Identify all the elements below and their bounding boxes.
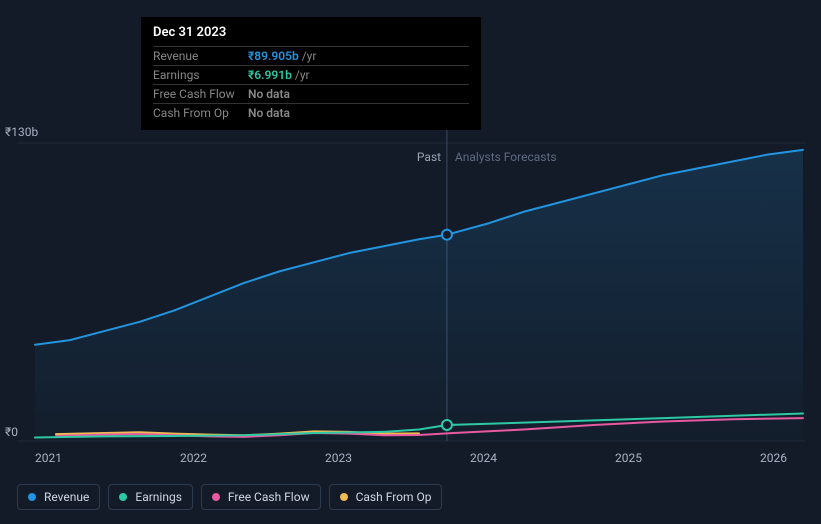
tooltip-row-value: ₹89.905b bbox=[248, 49, 299, 63]
tooltip-row-label: Revenue bbox=[153, 49, 248, 63]
x-axis-labels: 2021 2022 2023 2024 2025 2026 bbox=[17, 451, 805, 465]
chart-tooltip: Dec 31 2023 Revenue₹89.905b/yrEarnings₹6… bbox=[141, 17, 481, 130]
legend-dot-icon bbox=[28, 493, 36, 501]
legend-label: Earnings bbox=[135, 490, 182, 504]
tooltip-date: Dec 31 2023 bbox=[153, 25, 469, 40]
legend-dot-icon bbox=[340, 493, 348, 501]
y-axis-min-label: ₹0 bbox=[5, 425, 18, 439]
tooltip-row: Earnings₹6.991b/yr bbox=[153, 65, 469, 84]
tooltip-row-value: No data bbox=[248, 106, 290, 120]
legend-dot-icon bbox=[119, 493, 127, 501]
legend-label: Cash From Op bbox=[356, 490, 432, 504]
tooltip-row-value: No data bbox=[248, 87, 290, 101]
x-axis-tick-label: 2022 bbox=[180, 451, 207, 465]
legend-dot-icon bbox=[212, 493, 220, 501]
legend-item[interactable]: Cash From Op bbox=[329, 484, 443, 510]
chart-legend: Revenue Earnings Free Cash Flow Cash From O… bbox=[17, 484, 442, 510]
x-axis-tick-label: 2021 bbox=[35, 451, 62, 465]
x-axis-tick-label: 2026 bbox=[760, 451, 787, 465]
legend-label: Revenue bbox=[44, 490, 89, 504]
tooltip-row-label: Free Cash Flow bbox=[153, 87, 248, 101]
tooltip-row: Free Cash FlowNo data bbox=[153, 84, 469, 103]
legend-item[interactable]: Earnings bbox=[108, 484, 193, 510]
tooltip-row: Revenue₹89.905b/yr bbox=[153, 46, 469, 65]
tooltip-row-unit: /yr bbox=[302, 49, 317, 63]
tooltip-row: Cash From OpNo data bbox=[153, 103, 469, 122]
legend-item[interactable]: Revenue bbox=[17, 484, 100, 510]
legend-label: Free Cash Flow bbox=[228, 490, 310, 504]
chart-plot-area[interactable] bbox=[17, 125, 805, 465]
x-axis-tick-label: 2025 bbox=[615, 451, 642, 465]
line-chart-svg bbox=[17, 125, 805, 443]
legend-item[interactable]: Free Cash Flow bbox=[201, 484, 321, 510]
x-axis-tick-label: 2024 bbox=[470, 451, 497, 465]
tooltip-row-unit: /yr bbox=[295, 68, 310, 82]
x-axis-tick-label: 2023 bbox=[325, 451, 352, 465]
tooltip-row-label: Earnings bbox=[153, 68, 248, 82]
tooltip-row-label: Cash From Op bbox=[153, 106, 248, 120]
tooltip-row-value: ₹6.991b bbox=[248, 68, 292, 82]
